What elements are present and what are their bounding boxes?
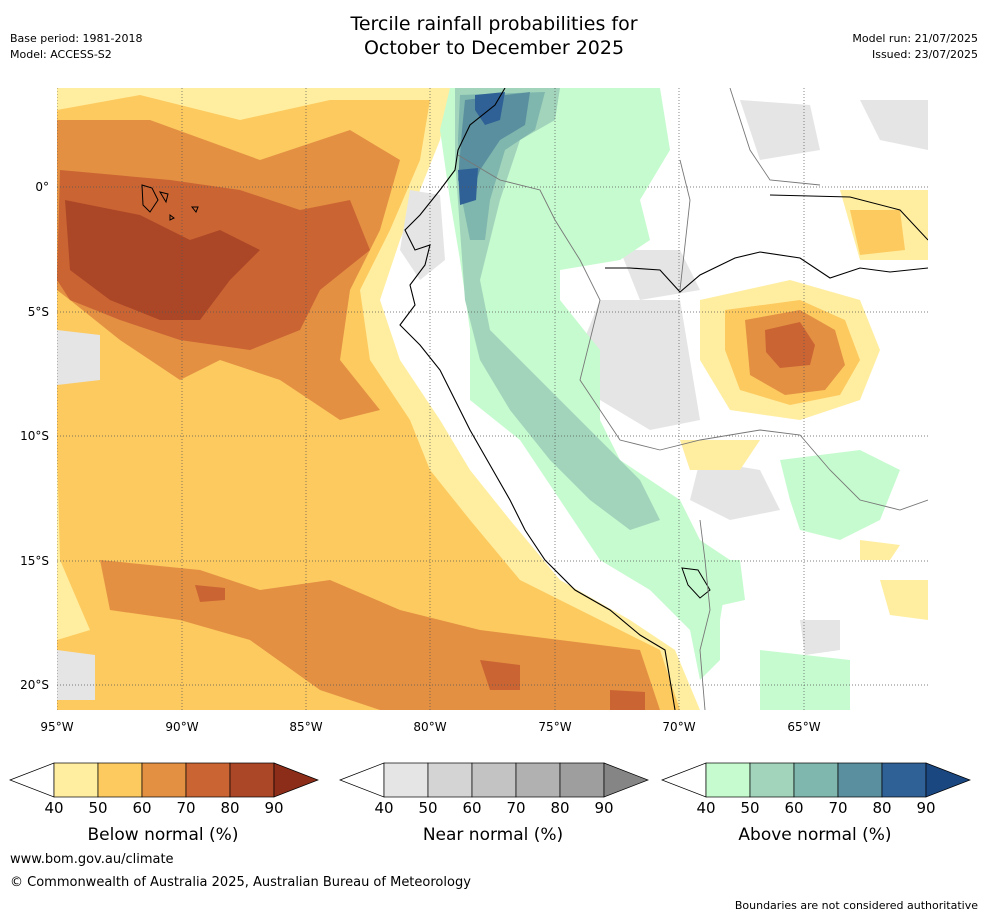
colorbar-tick-label: 70 — [506, 799, 525, 817]
amazon-river — [605, 251, 928, 293]
colorbar-segment — [427, 762, 473, 798]
lon-label: 80°W — [413, 720, 446, 734]
below-normal-east-50 — [680, 190, 928, 620]
map-gridlines — [57, 88, 928, 710]
colorbar-segment — [229, 762, 275, 798]
lat-axis-labels: 0° 5°S 10°S 15°S 20°S — [20, 180, 49, 692]
colorbar-tick-label: 80 — [872, 799, 891, 817]
near-normal-patches — [57, 100, 928, 700]
colorbar-tick-label: 50 — [88, 799, 107, 817]
colorbar-tick-label: 50 — [740, 799, 759, 817]
colorbar-segment — [793, 762, 839, 798]
colorbar-tick-label: 90 — [264, 799, 283, 817]
lat-label: 5°S — [28, 305, 49, 319]
country-boundaries — [457, 88, 928, 710]
issued-date: Issued: 23/07/2025 — [871, 48, 978, 61]
colorbar-overflow — [603, 762, 649, 798]
colorbar-tick-label: 40 — [44, 799, 63, 817]
colorbar-tick-label: 70 — [828, 799, 847, 817]
colorbar-tick-label: 80 — [550, 799, 569, 817]
colorbar-label-below: Below normal (%) — [87, 825, 239, 845]
lon-label: 75°W — [538, 720, 571, 734]
colorbar-tick-label: 70 — [176, 799, 195, 817]
lat-label: 20°S — [20, 678, 49, 692]
colorbar-overflow — [925, 762, 971, 798]
footer-url: www.bom.gov.au/climate — [10, 852, 174, 867]
colorbar-label-above: Above normal (%) — [738, 825, 892, 845]
meta-right: Model run: 21/07/2025 Issued: 23/07/2025 — [852, 31, 978, 63]
lon-label: 95°W — [40, 720, 73, 734]
colorbar-tick-label: 90 — [594, 799, 613, 817]
lon-label: 90°W — [165, 720, 198, 734]
colorbar-below-normal: 40 50 60 70 80 90 — [9, 762, 319, 817]
footer-copyright: © Commonwealth of Australia 2025, Austra… — [10, 875, 471, 890]
colorbar-overflow — [273, 762, 319, 798]
colorbar-tick-label: 60 — [132, 799, 151, 817]
colorbar-label-near: Near normal (%) — [422, 825, 564, 845]
colorbar-segment — [881, 762, 927, 798]
above-normal-east-40 — [700, 450, 900, 710]
below-normal-region-80 — [65, 200, 260, 320]
colorbar-near-normal: 40 50 60 70 80 90 — [339, 762, 649, 817]
below-normal-east-80 — [765, 322, 815, 368]
coastline — [399, 88, 676, 710]
colorbar-tick-label: 90 — [916, 799, 935, 817]
colorbar-tick-label: 80 — [220, 799, 239, 817]
colorbar-underflow — [339, 762, 385, 798]
footer-disclaimer: Boundaries are not considered authoritat… — [734, 899, 978, 912]
lon-axis-labels: 95°W 90°W 85°W 80°W 75°W 70°W 65°W — [40, 720, 820, 734]
above-normal-region-40 — [440, 88, 730, 680]
model-run: Model run: 21/07/2025 — [852, 32, 978, 45]
base-period: Base period: 1981-2018 — [10, 32, 143, 45]
page-title: Tercile rainfall probabilities for Octob… — [0, 12, 988, 60]
colorbar-segment — [141, 762, 187, 798]
lon-label: 65°W — [787, 720, 820, 734]
title-line-2: October to December 2025 — [363, 37, 625, 59]
map-plot-area — [57, 88, 928, 710]
colorbar-segment — [471, 762, 517, 798]
colorbar-tick-label: 40 — [374, 799, 393, 817]
colorbar-segment — [559, 762, 605, 798]
model-name: Model: ACCESS-S2 — [10, 48, 112, 61]
colorbar-segment — [749, 762, 795, 798]
colorbar-segment — [185, 762, 231, 798]
colorbar-tick-label: 60 — [784, 799, 803, 817]
colorbar-underflow — [9, 762, 55, 798]
colorbar-segment — [837, 762, 883, 798]
colorbar-above-normal: 40 50 60 70 80 90 — [661, 762, 971, 817]
galapagos-islands — [141, 184, 199, 221]
lat-label: 10°S — [20, 429, 49, 443]
lat-label: 15°S — [20, 554, 49, 568]
lake-titicaca — [681, 567, 711, 599]
colorbar-segment — [705, 762, 751, 798]
colorbar-segment — [383, 762, 429, 798]
colorbar-underflow — [661, 762, 707, 798]
meta-left: Base period: 1981-2018 Model: ACCESS-S2 — [10, 31, 142, 63]
colorbar-segment — [53, 762, 99, 798]
lon-label: 70°W — [662, 720, 695, 734]
lat-label: 0° — [35, 180, 49, 194]
lon-label: 85°W — [289, 720, 322, 734]
title-line-1: Tercile rainfall probabilities for — [350, 13, 638, 35]
colorbar-tick-label: 60 — [462, 799, 481, 817]
colorbar-segment — [97, 762, 143, 798]
above-normal-region-80 — [458, 92, 505, 205]
colorbar-segment — [515, 762, 561, 798]
colorbar-tick-label: 50 — [418, 799, 437, 817]
northern-river — [769, 194, 928, 241]
colorbar-tick-label: 40 — [696, 799, 715, 817]
